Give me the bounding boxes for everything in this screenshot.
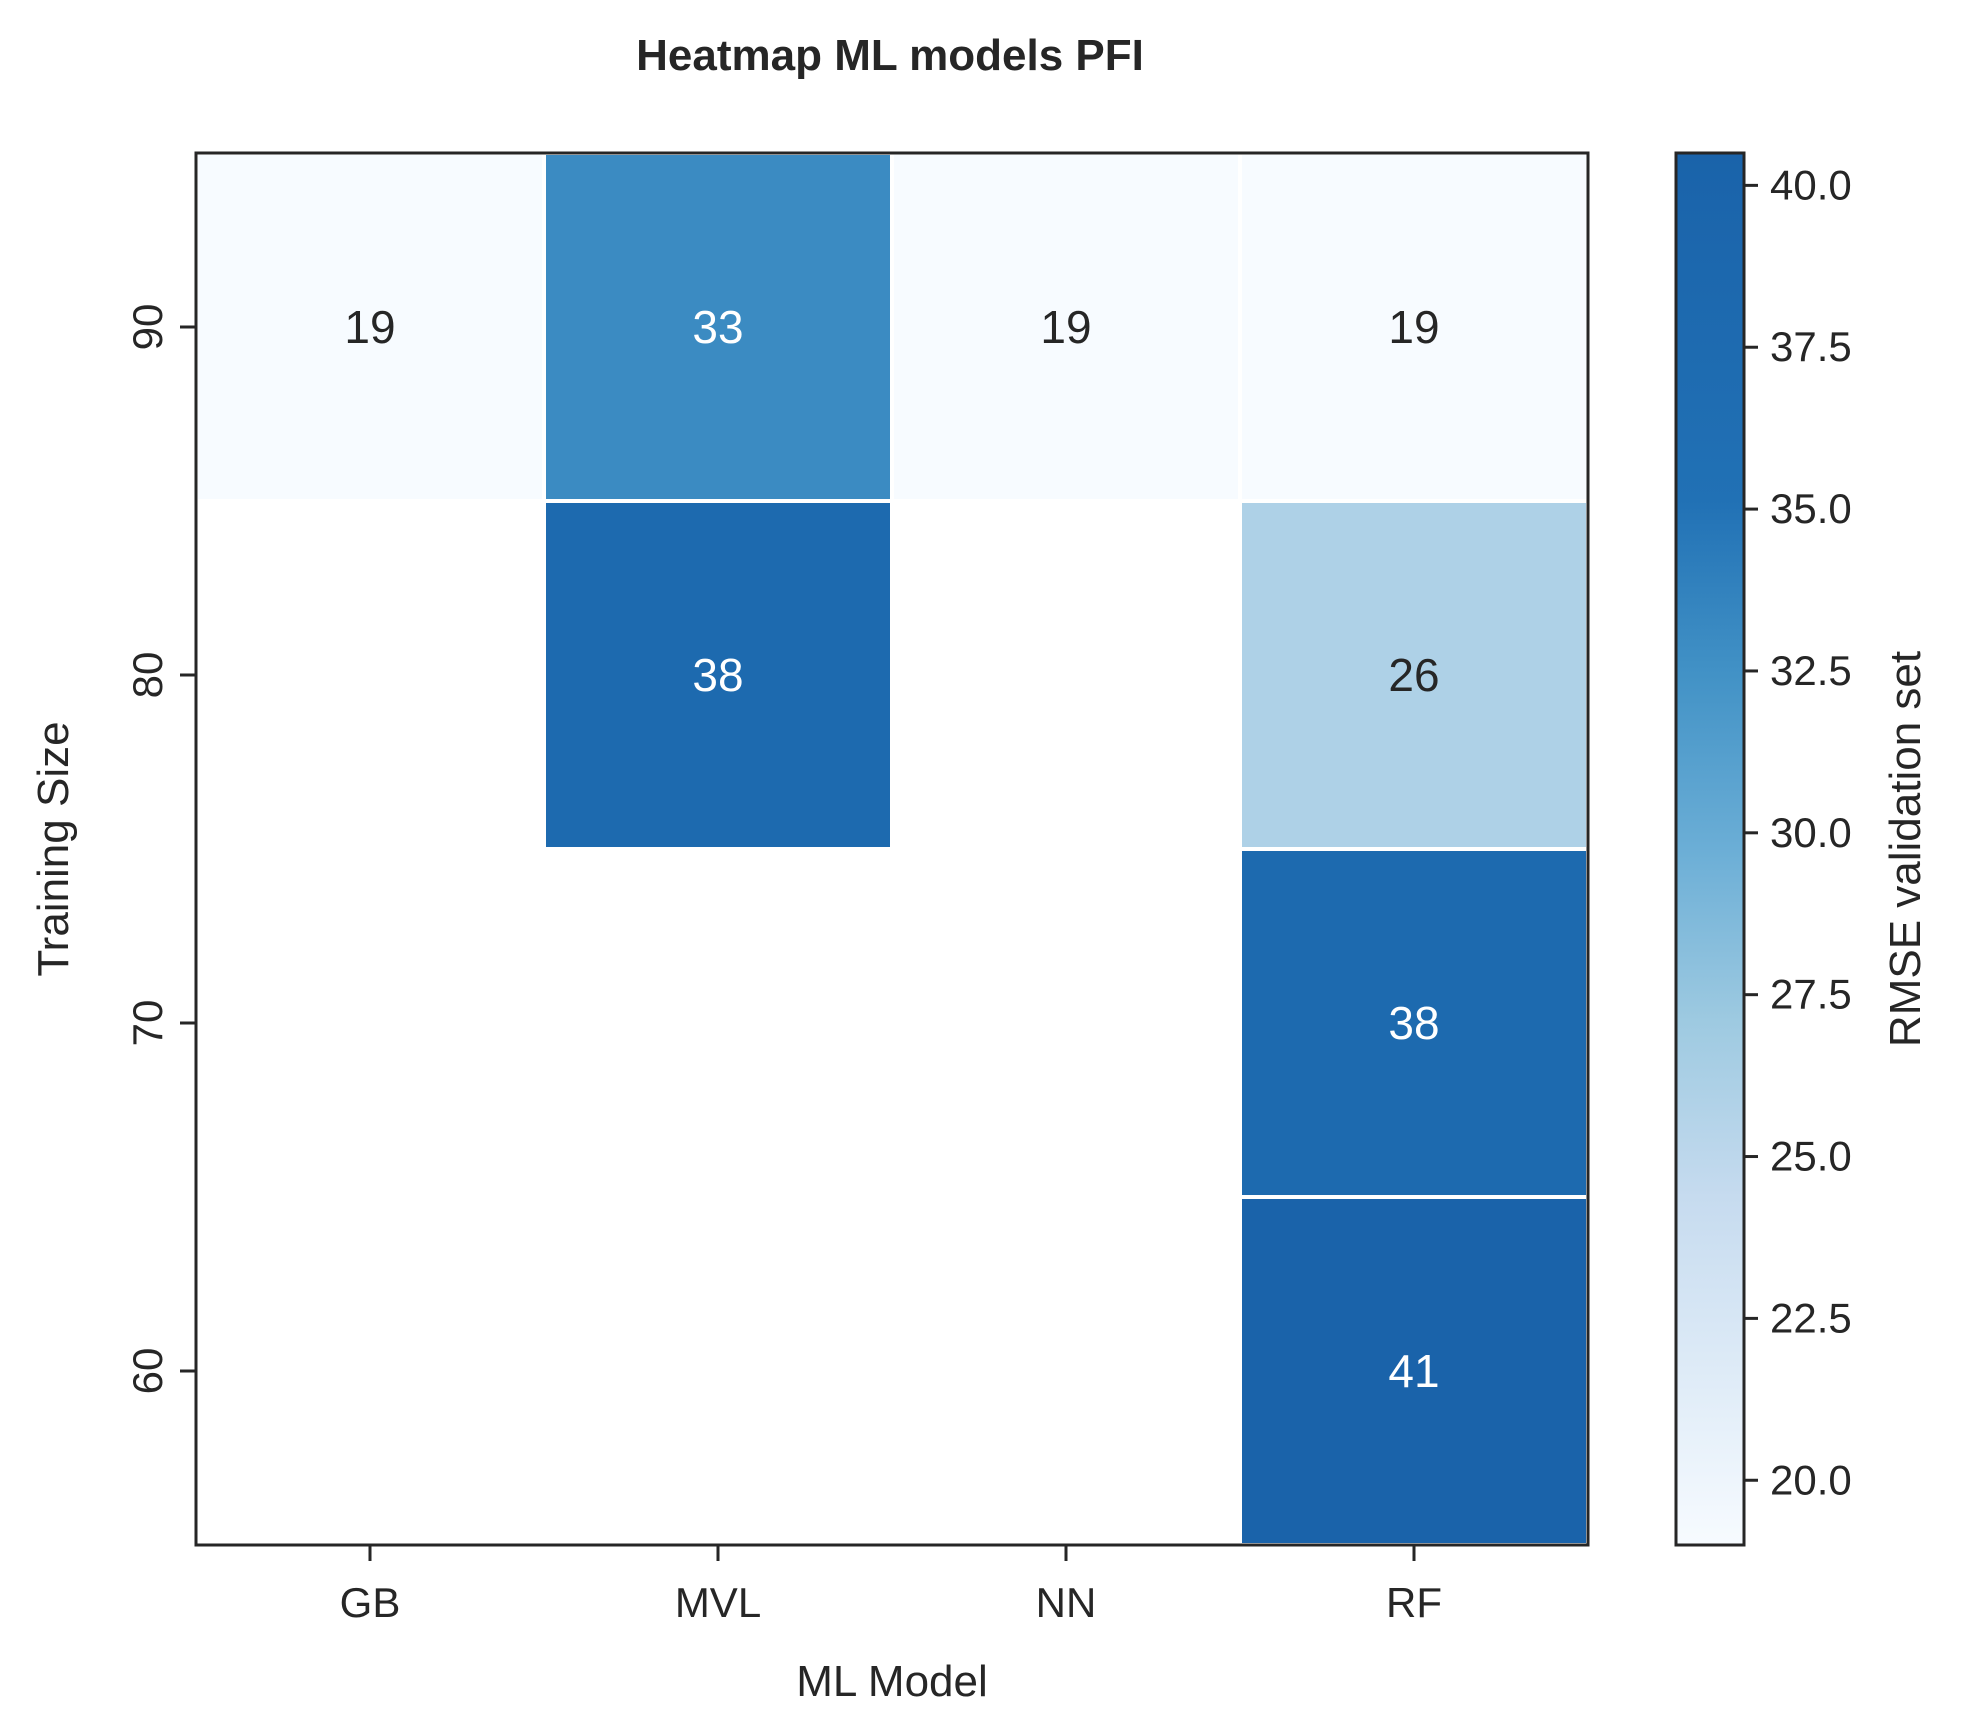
heatmap-cell-rf-90: [1238, 151, 1590, 503]
colorbar-tick-label: 40.0: [1770, 161, 1852, 208]
heatmap-cell-rf-80: [1238, 499, 1590, 851]
x-axis-ticks: GB MVL NN RF: [340, 1545, 1442, 1626]
heatmap-cell-mvl-80: [542, 499, 894, 851]
y-axis-ticks: 90 80 70 60: [124, 304, 196, 1395]
colorbar-label: RMSE validation set: [1881, 651, 1930, 1047]
heatmap-cell-rf-60: [1238, 1195, 1590, 1547]
colorbar-ticks: 20.0 22.5 25.0 27.5 30.0 32.5 35.0 37.5 40.0: [1744, 161, 1852, 1503]
colorbar-tick-label: 22.5: [1770, 1294, 1852, 1341]
colorbar-tick-label: 32.5: [1770, 647, 1852, 694]
heatmap-cells: [194, 151, 1590, 1547]
heatmap-cell-labels: 19 33 19 19 38 26 38 41: [344, 301, 1439, 1397]
y-tick-label: 70: [124, 1000, 171, 1047]
chart-title: Heatmap ML models PFI: [636, 31, 1144, 80]
colorbar-tick-label: 27.5: [1770, 971, 1852, 1018]
cell-value-label: 41: [1388, 1345, 1439, 1397]
colorbar-tick-label: 35.0: [1770, 485, 1852, 532]
y-axis-label: Training Size: [29, 721, 78, 976]
cell-value-label: 33: [692, 301, 743, 353]
cell-value-label: 38: [1388, 997, 1439, 1049]
x-axis-label: ML Model: [796, 1657, 988, 1706]
cell-value-label: 19: [1040, 301, 1091, 353]
colorbar-tick-label: 25.0: [1770, 1133, 1852, 1180]
cell-value-label: 19: [1388, 301, 1439, 353]
y-tick-label: 90: [124, 304, 171, 351]
colorbar: [1674, 151, 1746, 1547]
y-tick-label: 60: [124, 1348, 171, 1395]
colorbar-tick-label: 30.0: [1770, 809, 1852, 856]
x-tick-label: RF: [1386, 1579, 1442, 1626]
colorbar-tick-label: 37.5: [1770, 323, 1852, 370]
cell-value-label: 26: [1388, 649, 1439, 701]
colorbar-tick-label: 20.0: [1770, 1456, 1852, 1503]
cell-value-label: 38: [692, 649, 743, 701]
cell-value-label: 19: [344, 301, 395, 353]
x-tick-label: GB: [340, 1579, 401, 1626]
y-tick-label: 80: [124, 652, 171, 699]
plot-frame: [194, 151, 1590, 1547]
heatmap-cell-gb-90: [194, 151, 546, 503]
heatmap-cell-mvl-90: [542, 151, 894, 503]
x-tick-label: MVL: [675, 1579, 761, 1626]
x-tick-label: NN: [1036, 1579, 1097, 1626]
